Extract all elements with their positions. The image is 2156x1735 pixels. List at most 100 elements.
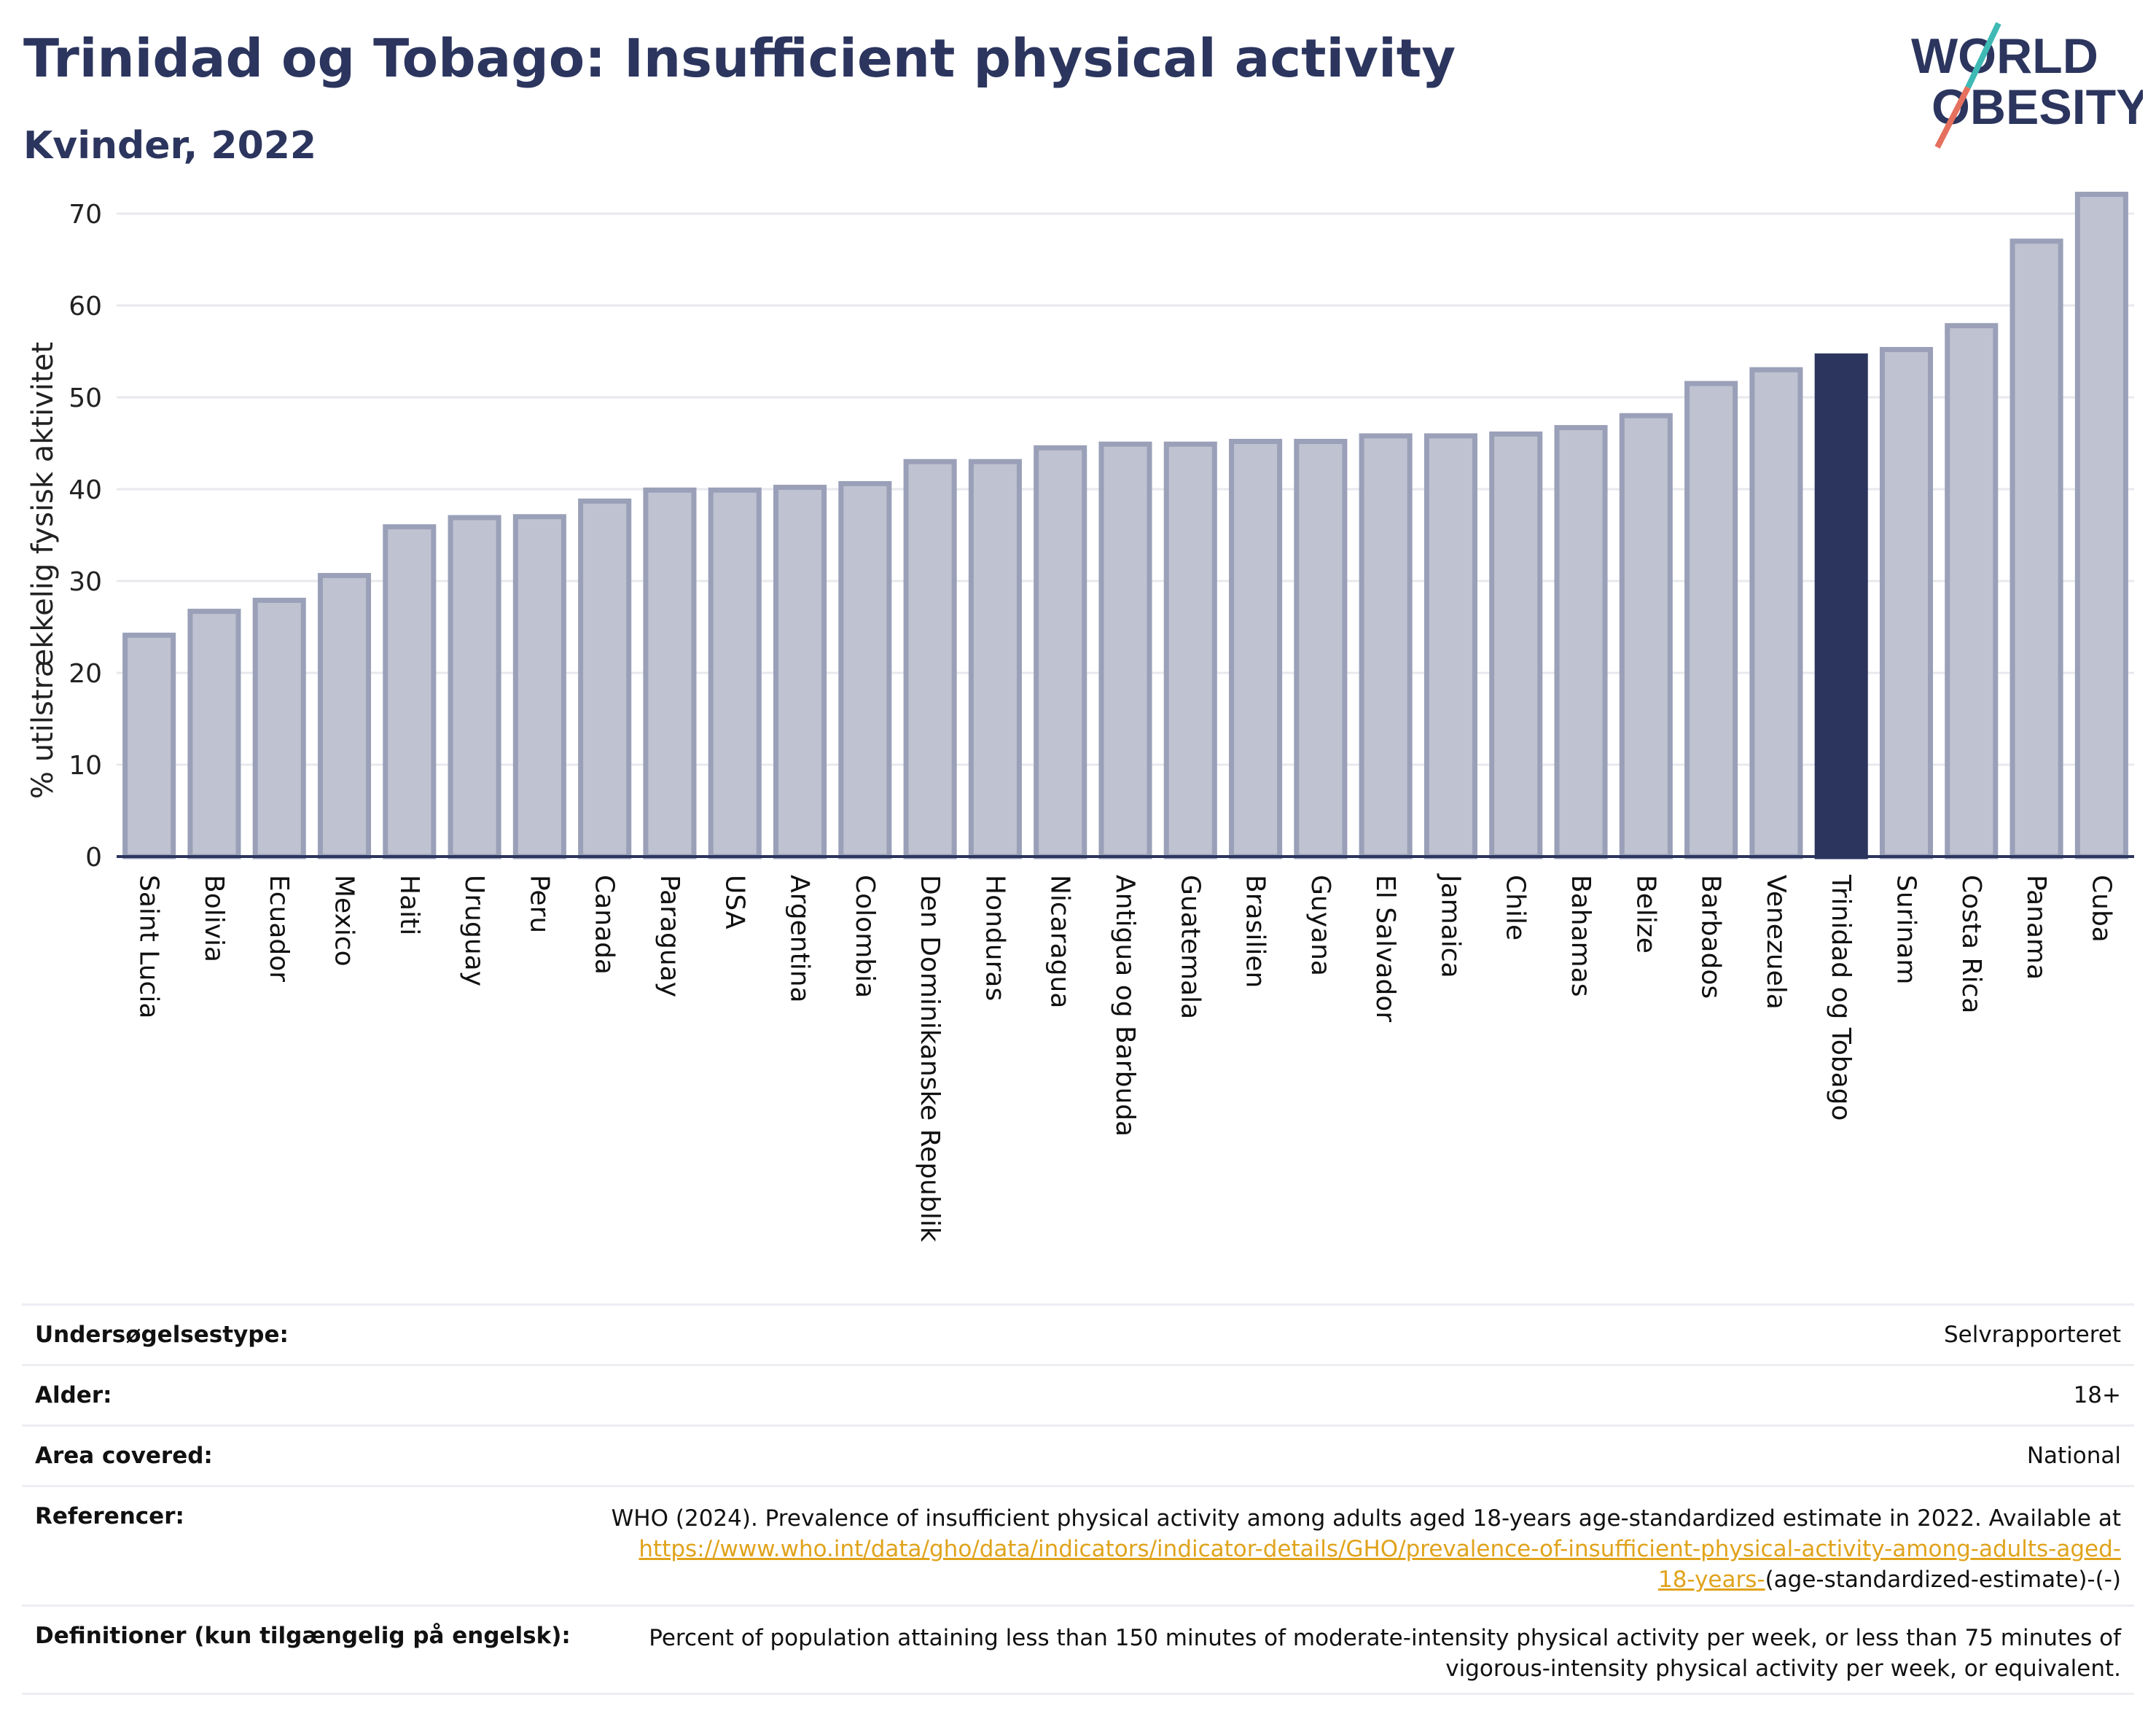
bar — [1229, 438, 1283, 859]
x-tick-label: Belize — [1630, 875, 1660, 954]
meta-label: Referencer: — [35, 1503, 184, 1529]
y-tick-label: 20 — [69, 659, 102, 689]
metadata-table: Undersøgelsestype: Selvrapporteret Alder… — [22, 1303, 2134, 1695]
bar — [1945, 323, 1999, 859]
definition-line: vigorous-intensity physical activity per… — [1445, 1656, 2121, 1682]
bar — [1489, 431, 1543, 859]
meta-row-age: Alder: 18+ — [22, 1364, 2134, 1424]
x-tick-label: Haiti — [394, 875, 424, 935]
reference-text: WHO (2024). Prevalence of insufficient p… — [611, 1505, 2121, 1532]
x-tick-label: El Salvador — [1370, 875, 1400, 1022]
world-obesity-logo: WORLD OBESITY — [1911, 22, 2143, 149]
meta-value: WHO (2024). Prevalence of insufficient p… — [612, 1503, 2121, 1595]
logo-slash-coral — [1934, 86, 1971, 149]
bar — [1814, 353, 1868, 859]
meta-row-definitions: Definitioner (kun tilgængelig på engelsk… — [22, 1605, 2134, 1695]
x-tick-label: Argentina — [785, 875, 815, 1003]
x-tick-label: Guyana — [1305, 875, 1335, 976]
bar — [252, 597, 306, 859]
x-tick-label: Surinam — [1891, 875, 1921, 984]
y-tick-label: 50 — [69, 383, 102, 413]
y-tick-label: 70 — [69, 200, 102, 230]
x-tick-label: Uruguay — [459, 875, 489, 986]
x-tick-label: Canada — [590, 875, 620, 975]
bar — [1359, 433, 1413, 859]
bar — [643, 487, 697, 859]
x-tick-label: Honduras — [980, 875, 1009, 1001]
reference-suffix: (age-standardized-estimate)-(-) — [1765, 1567, 2121, 1593]
definition-line: Percent of population attaining less tha… — [649, 1625, 2121, 1651]
bar — [122, 632, 176, 859]
meta-value: National — [2026, 1443, 2121, 1469]
meta-value: 18+ — [2073, 1382, 2121, 1408]
bar — [1034, 445, 1087, 859]
bar — [1423, 433, 1477, 859]
x-tick-label: Trinidad og Tobago — [1826, 874, 1856, 1121]
x-tick-label: Peru — [524, 875, 554, 933]
x-tick-label: Ecuador — [264, 875, 294, 982]
bar — [1294, 438, 1348, 859]
y-tick-label: 30 — [69, 567, 102, 597]
meta-row-references: Referencer: WHO (2024). Prevalence of in… — [22, 1485, 2134, 1605]
x-tick-label: Jamaica — [1435, 873, 1465, 978]
x-tick-label: Barbados — [1696, 875, 1726, 999]
x-tick-label: Paraguay — [655, 875, 684, 997]
x-tick-label: USA — [719, 875, 749, 929]
meta-label: Definitioner (kun tilgængelig på engelsk… — [35, 1623, 571, 1649]
x-tick-label: Bahamas — [1566, 875, 1595, 997]
bar — [1684, 381, 1738, 859]
x-tick-label: Guatemala — [1175, 875, 1205, 1019]
y-tick-label: 10 — [69, 751, 102, 781]
page-title: Trinidad og Tobago: Insufficient physica… — [23, 28, 1456, 89]
meta-label: Undersøgelsestype: — [35, 1322, 289, 1348]
meta-value: Percent of population attaining less tha… — [649, 1623, 2121, 1684]
x-tick-label: Cuba — [2086, 875, 2116, 943]
meta-row-area: Area covered: National — [22, 1424, 2134, 1485]
bar — [903, 459, 957, 859]
bar — [838, 480, 892, 859]
y-tick-label: 40 — [69, 475, 102, 505]
meta-row-survey-type: Undersøgelsestype: Selvrapporteret — [22, 1303, 2134, 1364]
x-tick-label: Venezuela — [1761, 875, 1791, 1010]
y-tick-label: 0 — [85, 843, 102, 873]
x-tick-label: Costa Rica — [1956, 875, 1986, 1013]
bar-chart: 0 10 20 30 40 50 60 70 % utilstrækkelig fysisk a… — [26, 192, 2134, 1242]
bar — [187, 609, 241, 859]
x-tick-label: Colombia — [850, 875, 880, 998]
logo-text-world: WORLD — [1911, 28, 2098, 84]
x-tick-label: Saint Lucia — [134, 875, 164, 1018]
bar — [1879, 346, 1934, 859]
x-tick-label: Brasilien — [1241, 875, 1270, 988]
bar — [512, 514, 566, 859]
x-tick-label: Den Dominikanske Republik — [915, 875, 945, 1242]
bar — [773, 484, 827, 859]
bar — [1619, 413, 1673, 859]
bar — [1749, 367, 1803, 859]
x-tick-label: Panama — [2021, 875, 2051, 980]
x-tick-label: Bolivia — [199, 875, 229, 962]
meta-label: Area covered: — [35, 1443, 213, 1469]
reference-link-cont[interactable]: 18-years- — [1657, 1567, 1765, 1593]
bar — [578, 498, 632, 859]
bar — [1163, 441, 1217, 859]
x-tick-label: Antigua og Barbuda — [1110, 875, 1140, 1136]
bar — [968, 459, 1022, 859]
bar — [383, 524, 437, 859]
page-subtitle: Kvinder, 2022 — [23, 124, 317, 168]
bar — [708, 487, 762, 859]
x-tick-label: Chile — [1501, 875, 1531, 940]
logo-slash-teal — [1965, 22, 2001, 89]
bar — [317, 572, 372, 859]
x-tick-label: Nicaragua — [1045, 875, 1075, 1008]
y-tick-label: 60 — [69, 292, 102, 321]
bar — [2009, 238, 2063, 859]
reference-link[interactable]: https://www.who.int/data/gho/data/indica… — [638, 1536, 2121, 1562]
bar — [2074, 192, 2128, 859]
meta-value: Selvrapporteret — [1943, 1322, 2121, 1348]
meta-label: Alder: — [35, 1382, 112, 1408]
bar — [1554, 425, 1608, 859]
bar — [448, 515, 501, 859]
y-axis-label: % utilstrækkelig fysisk aktivitet — [26, 342, 60, 799]
x-tick-label: Mexico — [329, 875, 359, 967]
bar — [1098, 441, 1152, 859]
